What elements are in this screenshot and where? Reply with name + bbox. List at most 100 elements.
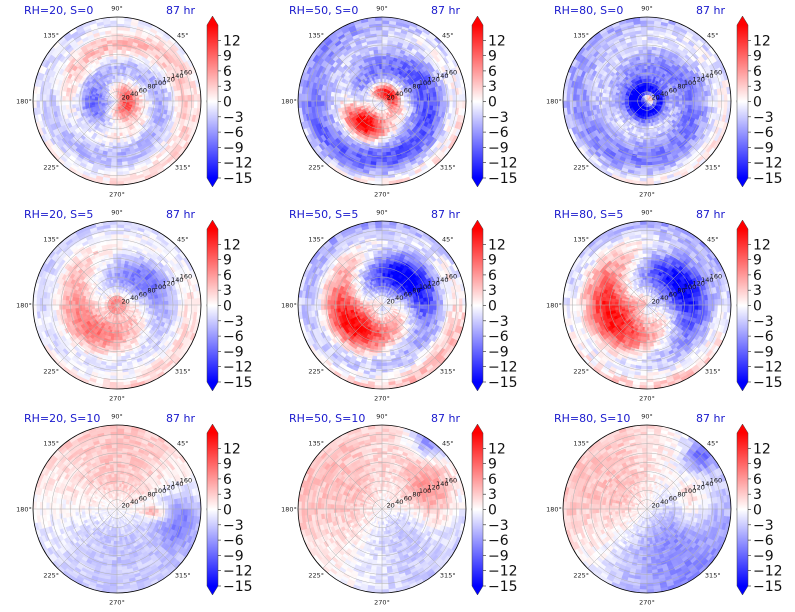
- radial-tick-label: 80: [677, 491, 685, 499]
- angular-gridline: [381, 508, 442, 569]
- radial-tick-label: 20: [121, 501, 129, 509]
- panel-title: RH=20, S=0: [24, 4, 94, 17]
- angle-tick-label: 315°: [705, 571, 721, 579]
- colorbar-tick-label: −3: [488, 314, 509, 330]
- angle-tick-label: 270°: [639, 191, 655, 199]
- angle-tick-label: 90°: [641, 5, 653, 13]
- angle-tick-label: 135°: [43, 236, 59, 244]
- radial-tick-label: 80: [677, 83, 685, 91]
- colorbar-tick-label: −6: [488, 125, 509, 141]
- angle-tick-label: 135°: [308, 32, 324, 40]
- colorbar-tick-label: −3: [753, 110, 774, 126]
- panel-time-label: 87 hr: [696, 412, 725, 425]
- colorbar-tick-label: 6: [488, 268, 497, 284]
- angle-tick-label: 45°: [442, 440, 454, 448]
- colorbar-tick-label: −15: [223, 171, 253, 187]
- radial-tick-label: 100: [154, 79, 166, 87]
- colorbar-tick-label: 9: [223, 457, 232, 473]
- colorbar-tick-label: −6: [223, 533, 244, 549]
- angular-gridline: [646, 41, 707, 102]
- colorbar-extend-max: [737, 220, 748, 229]
- angle-tick-label: 315°: [705, 367, 721, 375]
- angle-tick-label: 270°: [374, 395, 390, 403]
- angular-gridline: [57, 41, 118, 102]
- angle-tick-label: 90°: [376, 5, 388, 13]
- colorbar-tick-label: 9: [753, 253, 762, 269]
- colorbar-tick-label: −12: [753, 156, 783, 172]
- colorbar-tick-label: −12: [223, 156, 253, 172]
- angular-gridline: [116, 304, 177, 365]
- angle-tick-label: 45°: [707, 440, 719, 448]
- colorbar-tick-label: 12: [488, 237, 506, 253]
- angle-tick-label: 90°: [641, 413, 653, 421]
- angular-gridline: [57, 304, 118, 365]
- colorbar-extend-min: [207, 178, 218, 187]
- colorbar-tick-label: −3: [223, 314, 244, 330]
- colorbar-extend-min: [737, 586, 748, 595]
- angular-gridline: [646, 449, 707, 510]
- radial-tick-label: 160: [180, 68, 192, 76]
- colorbar-tick-label: 6: [753, 472, 762, 488]
- radial-tick-label: 100: [154, 283, 166, 291]
- radial-tick-label: 20: [651, 501, 659, 509]
- angle-tick-label: 225°: [308, 163, 324, 171]
- radial-tick-label: 40: [130, 498, 138, 506]
- colorbar-tick-label: −3: [223, 518, 244, 534]
- radial-tick-label: 40: [660, 294, 668, 302]
- colorbar-tick-label: −15: [488, 375, 518, 391]
- angular-gridline: [116, 449, 177, 510]
- radial-tick-label: 160: [445, 68, 457, 76]
- colorbar-tick-label: 3: [488, 79, 497, 95]
- colorbar-tick-label: 0: [488, 503, 497, 519]
- colorbar-tick-label: −3: [488, 518, 509, 534]
- angle-tick-label: 315°: [175, 571, 191, 579]
- angle-tick-label: 225°: [43, 367, 59, 375]
- colorbar-tick-label: −6: [223, 329, 244, 345]
- colorbar-tick-label: −15: [753, 375, 783, 391]
- angle-tick-label: 135°: [573, 32, 589, 40]
- angle-tick-label: 90°: [111, 5, 123, 13]
- angle-tick-label: 180°: [16, 302, 32, 310]
- polar-panel: RH=50, S=087 hr0°45°90°135°180°225°270°3…: [265, 0, 530, 204]
- angle-tick-label: 315°: [175, 367, 191, 375]
- colorbar-extend-max: [472, 16, 483, 25]
- colorbar-tick-label: 12: [223, 441, 241, 457]
- angle-tick-label: 45°: [177, 32, 189, 40]
- colorbar-tick-label: 3: [223, 79, 232, 95]
- angle-tick-label: 135°: [43, 32, 59, 40]
- colorbar-tick-label: 0: [223, 95, 232, 111]
- radial-tick-label: 100: [419, 79, 431, 87]
- angular-gridline: [587, 41, 648, 102]
- colorbar-extend-max: [207, 220, 218, 229]
- radial-tick-label: 20: [386, 93, 394, 101]
- angular-gridline: [587, 245, 648, 306]
- angle-tick-label: 45°: [707, 32, 719, 40]
- radial-tick-label: 140: [171, 72, 183, 80]
- radial-tick-label: 100: [419, 487, 431, 495]
- colorbar-tick-label: 3: [753, 283, 762, 299]
- radial-tick-label: 20: [121, 93, 129, 101]
- angle-tick-label: 180°: [16, 506, 32, 514]
- radial-tick-label: 160: [180, 272, 192, 280]
- radial-tick-label: 60: [139, 494, 147, 502]
- colorbar-extend-min: [472, 586, 483, 595]
- colorbar-tick-label: 0: [488, 95, 497, 111]
- colorbar-tick-label: 12: [753, 441, 771, 457]
- radial-tick-label: 140: [436, 480, 448, 488]
- polar-heatmap: 0°45°90°135°180°225°270°315°204060801001…: [16, 209, 252, 403]
- angle-tick-label: 225°: [573, 571, 589, 579]
- angle-tick-label: 270°: [109, 599, 125, 607]
- colorbar-tick-label: 0: [488, 299, 497, 315]
- polar-frame: [32, 16, 202, 186]
- radial-tick-label: 20: [386, 297, 394, 305]
- colorbar-tick-label: −12: [488, 360, 518, 376]
- colorbar-tick-label: −6: [753, 533, 774, 549]
- colorbar-tick-label: 6: [488, 472, 497, 488]
- polar-frame: [562, 16, 732, 186]
- colorbar-tick-label: −6: [753, 329, 774, 345]
- colorbar-tick-label: −9: [223, 548, 244, 564]
- colorbar-tick-label: 9: [488, 457, 497, 473]
- radial-tick-label: 120: [428, 484, 440, 492]
